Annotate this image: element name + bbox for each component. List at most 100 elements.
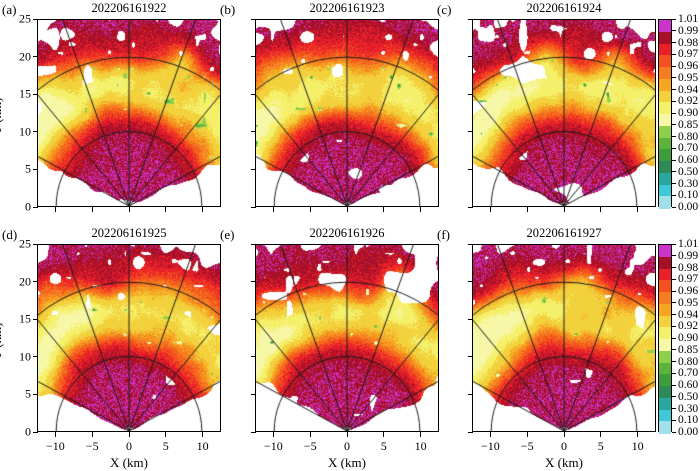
ytick-mark: [251, 18, 256, 20]
ytick-label: 5: [25, 386, 31, 401]
colorbar-band: [659, 362, 671, 375]
ytick-mark: [468, 431, 473, 433]
ytick-label: 20: [19, 49, 31, 64]
colorbar-tick: [672, 30, 676, 32]
ytick-mark: [468, 393, 473, 395]
colorbar-label: 0.99: [678, 249, 699, 262]
colorbar-strip: [658, 19, 672, 209]
panel-title-202206161923: 202206161923: [309, 1, 385, 15]
colorbar-label: 0.92: [678, 320, 699, 333]
xtick-mark: [202, 207, 204, 212]
colorbar-label: 0.60: [678, 154, 699, 166]
colorbar-label: 0.30: [678, 402, 699, 415]
colorbar-tick: [672, 194, 676, 196]
ytick-mark: [33, 318, 38, 320]
xtick-mark: [563, 432, 565, 437]
ytick-mark: [33, 18, 38, 20]
ytick-mark: [468, 168, 473, 170]
colorbar-tick: [672, 42, 676, 43]
colorbar-band: [659, 31, 671, 45]
xtick-mark: [346, 432, 348, 437]
xtick-label: −5: [303, 439, 317, 453]
colorbar-band: [659, 20, 671, 33]
colorbar-band: [659, 125, 671, 139]
radar-field-c: [473, 20, 655, 206]
colorbar-tick: [672, 159, 676, 161]
colorbar-label: 0.70: [678, 142, 699, 155]
colorbar-band: [659, 55, 671, 68]
plot-area-a: [37, 19, 221, 207]
panel-letter-f: (f): [437, 227, 450, 242]
colorbar-tick: [672, 65, 676, 67]
ytick-mark: [251, 393, 256, 395]
ytick-mark: [468, 356, 473, 358]
ytick-mark: [33, 206, 38, 208]
colorbar-tick: [672, 18, 676, 20]
ytick-mark: [33, 243, 38, 245]
colorbar-label: 0.10: [678, 189, 699, 202]
ytick-mark: [468, 93, 473, 95]
ytick-mark: [251, 318, 256, 320]
xtick-mark: [420, 207, 422, 212]
xtick-label: 5: [380, 439, 387, 453]
colorbar-band: [659, 78, 671, 92]
colorbar-label: 1.01: [678, 238, 699, 250]
colorbar-label: 0.85: [678, 343, 699, 356]
ytick-mark: [468, 206, 473, 208]
ytick-label: 25: [19, 11, 31, 26]
colorbar-tick: [672, 112, 676, 114]
xtick-mark: [489, 432, 491, 437]
colorbar-tick: [672, 325, 676, 327]
radar-field-e: [256, 245, 438, 431]
xtick-label: −10: [264, 439, 283, 453]
colorbar-label: 0.70: [678, 367, 699, 380]
x-axis-title: X (km): [545, 455, 583, 470]
plot-area-d: [37, 244, 221, 432]
panel-title-202206161922: 202206161922: [91, 1, 167, 15]
ytick-label: 0: [25, 199, 31, 214]
colorbar-tick: [672, 419, 676, 421]
ytick-mark: [33, 431, 38, 433]
plot-area-f: [472, 244, 656, 432]
xtick-mark: [600, 432, 602, 437]
ytick-mark: [251, 93, 256, 95]
colorbar-label: 0.97: [678, 273, 699, 286]
colorbar-band: [659, 172, 671, 186]
panel-letter-c: (c): [437, 2, 452, 17]
plot-area-c: [472, 19, 656, 207]
colorbar-tick: [672, 408, 676, 409]
colorbar-label: 0.00: [678, 426, 699, 438]
xtick-mark: [309, 207, 311, 212]
colorbar-band: [659, 280, 671, 293]
colorbar-label: 0.50: [678, 165, 699, 178]
ytick-mark: [33, 56, 38, 58]
panel-letter-e: (e): [220, 227, 235, 242]
ytick-mark: [33, 281, 38, 283]
radar-field-a: [38, 20, 220, 206]
panel-letter-a: (a): [2, 2, 17, 17]
colorbar-band: [659, 114, 671, 127]
ytick-mark: [468, 18, 473, 20]
ytick-label: 10: [19, 124, 31, 139]
xtick-mark: [526, 207, 528, 212]
colorbar-band: [659, 303, 671, 317]
xtick-mark: [526, 432, 528, 437]
ytick-mark: [468, 131, 473, 133]
ytick-mark: [468, 318, 473, 320]
x-axis-title: X (km): [328, 455, 366, 470]
xtick-mark: [91, 207, 93, 212]
xtick-label: 10: [631, 439, 644, 453]
colorbar-label: 0.96: [678, 60, 699, 72]
xtick-mark: [383, 207, 385, 212]
xtick-label: 10: [414, 439, 427, 453]
radar-field-f: [473, 245, 655, 431]
panel-title-202206161927: 202206161927: [526, 226, 602, 240]
colorbar-tick: [672, 372, 676, 374]
panel-title-202206161924: 202206161924: [526, 1, 602, 15]
xtick-mark: [309, 432, 311, 437]
panel-letter-d: (d): [2, 227, 18, 242]
xtick-mark: [346, 207, 348, 212]
ytick-label: 20: [19, 274, 31, 289]
colorbar-tick: [672, 171, 676, 173]
colorbar-label: 0.90: [678, 107, 699, 119]
